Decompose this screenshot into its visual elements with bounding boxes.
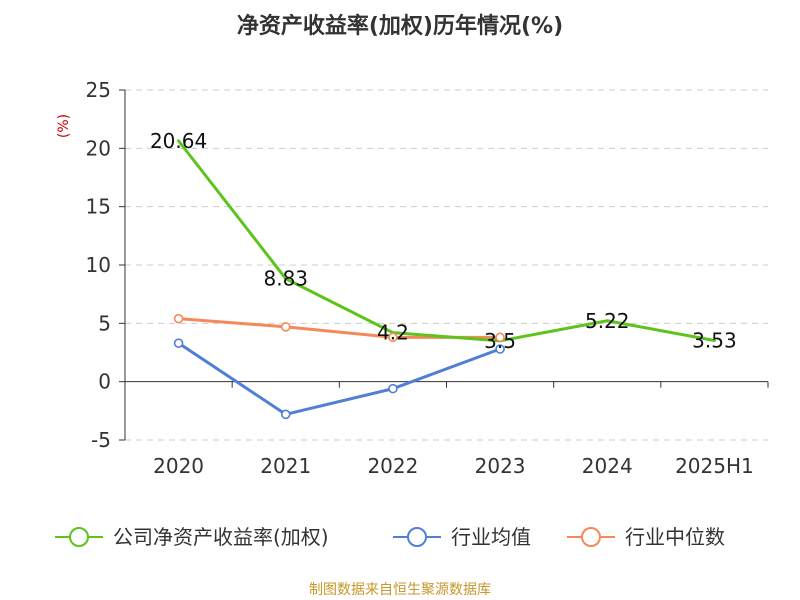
data-label: 3.5 (484, 329, 516, 353)
x-tick-label: 2025H1 (675, 454, 754, 478)
data-label: 20.64 (150, 129, 207, 153)
y-tick-label: 25 (86, 78, 111, 102)
y-tick-label: 20 (86, 136, 111, 160)
series-line (177, 341, 502, 416)
data-point (280, 409, 291, 420)
y-tick-label: 10 (86, 253, 111, 277)
data-label: 3.53 (692, 328, 737, 352)
data-label: 8.83 (263, 267, 308, 291)
legend-circle-icon (69, 527, 89, 547)
series-line (177, 139, 716, 343)
x-tick-label: 2022 (367, 454, 418, 478)
y-tick-label: -5 (91, 428, 111, 452)
legend: 公司净资产收益率(加权) 行业均值 行业中位数 (55, 525, 725, 549)
y-axis-label: (%) (56, 114, 72, 138)
legend-label: 公司净资产收益率(加权) (113, 525, 329, 549)
data-point (280, 322, 291, 332)
data-labels: 20.64 8.83 4.2 3.5 5.22 3.53 (150, 129, 737, 353)
data-label: 4.2 (377, 321, 409, 345)
legend-circle-icon (581, 527, 601, 547)
data-point (388, 332, 398, 343)
data-point (388, 383, 398, 394)
series-markers (173, 313, 505, 420)
source-note: 制图数据来自恒生聚源数据库 (309, 582, 491, 598)
x-tick-label: 2021 (260, 454, 311, 478)
series-lines (177, 139, 716, 416)
y-tick-label: 5 (98, 311, 111, 335)
data-label: 5.22 (585, 309, 630, 333)
series-line (177, 317, 502, 339)
legend-circle-icon (407, 527, 427, 547)
x-tick-label: 2020 (153, 454, 204, 478)
data-point (495, 332, 505, 343)
legend-label: 行业中位数 (625, 525, 725, 549)
data-point (173, 313, 184, 324)
chart-title: 净资产收益率(加权)历年情况(%) (237, 13, 563, 39)
data-point (495, 344, 505, 354)
grid-lines (125, 89, 768, 441)
x-tick-label: 2023 (475, 454, 526, 478)
x-tick-label: 2024 (582, 454, 633, 478)
y-tick-label: 15 (86, 195, 111, 219)
y-tick-label: 0 (98, 370, 111, 394)
legend-label: 行业均值 (451, 525, 531, 549)
data-point (173, 338, 184, 348)
axes: 25 20 15 10 5 0 -5 2020 2021 2022 2023 2024 2025H1 (86, 78, 769, 478)
